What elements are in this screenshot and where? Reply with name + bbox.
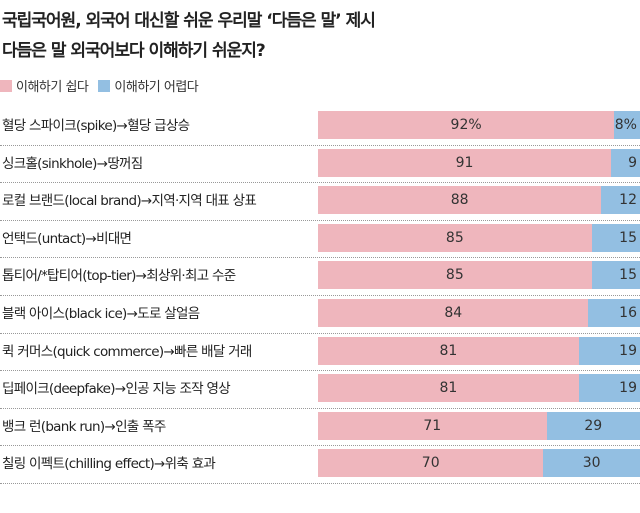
category-label: 칠링 이펙트(chilling effect)→위축 효과 [2, 456, 216, 473]
bar-segment-hard: 8% [614, 111, 640, 139]
bar-segment-easy: 71 [318, 411, 547, 440]
legend-swatch-easy [0, 79, 12, 92]
legend-label-hard: 이해하기 어렵다 [114, 80, 199, 95]
stacked-bar: 85 15 [318, 223, 640, 252]
data-label: 8% [614, 117, 637, 133]
bar-segment-easy: 92% [318, 111, 615, 139]
data-label: 84 [444, 304, 463, 321]
bar-row: 언택드(untact)→비대면 85 15 [0, 221, 640, 259]
legend: 이해하기 쉽다 이해하기 어렵다 [0, 76, 199, 95]
bar-row: 싱크홀(sinkhole)→땅꺼짐 91 9 [0, 146, 640, 184]
data-label: 15 [619, 229, 637, 246]
data-label: 15 [619, 267, 637, 284]
legend-label-easy: 이해하기 쉽다 [16, 80, 89, 95]
data-label: 81 [439, 380, 458, 397]
stacked-bar: 81 19 [318, 336, 640, 365]
bar-row: 톱티어/*탑티어(top-tier)→최상위·최고 수준 85 15 [0, 258, 640, 296]
bar-segment-easy: 70 [318, 449, 544, 478]
stacked-bar: 92% 8% [318, 111, 640, 139]
data-label: 19 [619, 380, 637, 397]
category-label: 딥페이크(deepfake)→인공 지능 조작 영상 [2, 381, 231, 398]
bar-row: 딥페이크(deepfake)→인공 지능 조작 영상 81 19 [0, 371, 640, 409]
stacked-bar: 81 19 [318, 374, 640, 403]
bar-segment-easy: 84 [318, 298, 589, 327]
legend-swatch-hard [98, 79, 111, 92]
bar-row: 뱅크 런(bank run)→인출 폭주 71 29 [0, 409, 640, 447]
data-label: 81 [439, 342, 458, 359]
bar-segment-hard: 9 [611, 148, 640, 177]
data-label: 19 [619, 342, 637, 359]
stacked-bar: 84 16 [318, 298, 640, 327]
bar-segment-hard: 16 [588, 298, 640, 327]
bar-segment-hard: 12 [601, 186, 640, 215]
chart-title: 국립국어원, 외국어 대신할 쉬운 우리말 ‘다듬은 말’ 제시 [2, 11, 376, 31]
bar-row: 퀵 커머스(quick commerce)→빠른 배달 거래 81 19 [0, 334, 640, 372]
data-label: 12 [619, 192, 637, 209]
data-label: 85 [445, 267, 464, 284]
data-label: 30 [582, 455, 601, 472]
data-label: 91 [455, 154, 474, 171]
bar-segment-easy: 91 [318, 148, 612, 177]
category-label: 톱티어/*탑티어(top-tier)→최상위·최고 수준 [2, 268, 236, 285]
category-label: 블랙 아이스(black ice)→도로 살얼음 [2, 305, 200, 322]
bar-row: 혈당 스파이크(spike)→혈당 급상승 92% 8% [0, 108, 640, 146]
data-label: 16 [619, 304, 637, 321]
bar-row: 칠링 이펙트(chilling effect)→위축 효과 70 30 [0, 446, 640, 484]
data-label: 9 [628, 154, 637, 171]
data-label: 92% [450, 117, 482, 133]
bar-row: 로컬 브랜드(local brand)→지역·지역 대표 상표 88 12 [0, 183, 640, 221]
category-label: 뱅크 런(bank run)→인출 폭주 [2, 418, 166, 435]
bar-row: 블랙 아이스(black ice)→도로 살얼음 84 16 [0, 296, 640, 334]
data-label: 85 [445, 229, 464, 246]
category-label: 퀵 커머스(quick commerce)→빠른 배달 거래 [2, 343, 252, 360]
bar-rows: 혈당 스파이크(spike)→혈당 급상승 92% 8% 싱크홀(sinkhole)→… [0, 108, 640, 484]
stacked-bar: 85 15 [318, 261, 640, 290]
data-label: 29 [584, 417, 603, 434]
stacked-bar: 71 29 [318, 411, 640, 440]
bar-segment-hard: 30 [543, 449, 640, 478]
bar-segment-hard: 15 [591, 261, 640, 290]
stacked-bar: 88 12 [318, 186, 640, 215]
bar-segment-easy: 88 [318, 186, 602, 215]
bar-segment-hard: 19 [578, 336, 640, 365]
bar-segment-hard: 29 [546, 411, 640, 440]
stacked-bar: 70 30 [318, 449, 640, 478]
bar-segment-hard: 19 [578, 374, 640, 403]
data-label: 88 [450, 192, 469, 209]
bar-segment-easy: 85 [318, 223, 592, 252]
stacked-bar: 91 9 [318, 148, 640, 177]
category-label: 로컬 브랜드(local brand)→지역·지역 대표 상표 [2, 193, 257, 210]
data-label: 70 [421, 455, 440, 472]
category-label: 싱크홀(sinkhole)→땅꺼짐 [2, 155, 143, 172]
bar-segment-easy: 81 [318, 336, 579, 365]
bar-segment-hard: 15 [591, 223, 640, 252]
data-label: 71 [423, 417, 442, 434]
chart-subtitle: 다듬은 말 외국어보다 이해하기 쉬운지? [2, 41, 266, 61]
category-label: 혈당 스파이크(spike)→혈당 급상승 [2, 118, 190, 134]
bar-segment-easy: 85 [318, 261, 592, 290]
category-label: 언택드(untact)→비대면 [2, 230, 132, 247]
bar-segment-easy: 81 [318, 374, 579, 403]
